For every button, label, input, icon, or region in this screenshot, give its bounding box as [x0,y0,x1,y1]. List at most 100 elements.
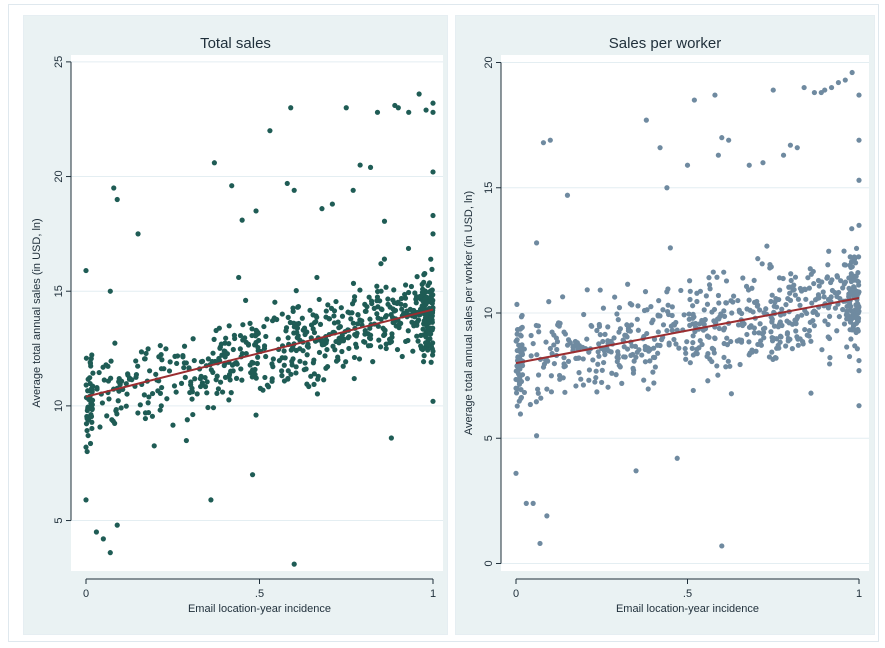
scatter-point [596,323,603,330]
scatter-points [513,69,862,549]
scatter-point [155,388,161,394]
scatter-point [381,256,388,262]
scatter-point [421,332,427,338]
scatter-point [684,162,691,168]
scatter-point [709,358,715,365]
scatter-point [270,356,276,362]
scatter-point [723,278,730,284]
scatter-point [655,350,661,356]
scatter-point [751,277,757,284]
scatter-point [806,328,813,334]
scatter-point [237,332,244,339]
scatter-point [548,373,554,379]
scatter-point [840,306,846,313]
scatter-point [106,396,112,402]
scatter-point [245,341,252,347]
scatter-point [114,522,120,528]
scatter-point [593,375,599,381]
scatter-point [780,275,786,282]
scatter-point [852,343,858,349]
scatter-point [285,335,291,341]
scatter-point [787,290,793,296]
scatter-point [814,312,821,318]
scatter-point [770,87,776,93]
scatter-point [806,285,812,291]
scatter-point [712,335,718,341]
scatter-point [707,286,713,292]
scatter-point [544,386,550,392]
scatter-point [208,497,214,503]
scatter-point [564,192,571,198]
scatter-point [85,376,91,382]
scatter-point [787,336,793,342]
scatter-point [314,314,320,320]
scatter-point [549,329,555,335]
scatter-point [410,348,416,354]
scatter-point [254,360,260,367]
scatter-point [631,358,637,364]
scatter-point [615,349,621,355]
scatter-point [243,351,249,357]
scatter-point [513,470,519,476]
scatter-point [567,339,573,346]
scatter-point [797,285,803,292]
scatter-point [89,425,95,432]
scatter-point [416,91,422,97]
scatter-point [551,342,557,348]
scatter-point [536,329,542,335]
scatter-point [335,357,341,363]
scatter-point [535,390,541,396]
scatter-point [323,365,329,371]
scatter-point [594,327,600,334]
scatter-point [856,282,862,288]
scatter-point [229,362,236,368]
scatter-point [758,338,764,344]
scatter-point [624,322,630,328]
scatter-point [630,365,636,371]
scatter-point [304,381,310,387]
scatter-point [716,300,722,306]
scatter-point [854,307,860,313]
scatter-point [430,231,436,237]
scatter-point [194,391,200,397]
scatter-point [642,359,648,365]
scatter-point [633,354,639,360]
scatter-point [97,424,103,430]
scatter-point [421,353,427,359]
chart-title: Total sales [200,35,271,52]
scatter-point [126,376,133,382]
x-axis-title: Email location-year incidence [616,603,759,615]
scatter-point [163,346,169,352]
scatter-point [788,271,794,277]
scatter-point [350,320,356,326]
scatter-point [681,312,687,318]
scatter-point [751,330,758,336]
scatter-point [396,322,402,328]
scatter-point [85,388,91,394]
scatter-point [199,382,205,388]
scatter-point [746,162,752,168]
scatter-point [205,404,211,411]
scatter-point [593,368,599,374]
scatter-point [351,354,358,361]
scatter-point [93,529,100,535]
scatter-point [517,411,524,417]
scatter-point [650,369,656,375]
scatter-point [217,379,224,385]
scatter-point [728,338,734,345]
scatter-point [586,367,593,373]
scatter-point [832,305,839,311]
scatter-point [288,371,294,377]
scatter-point [820,289,826,295]
scatter-point [821,294,827,300]
scatter-point [233,375,240,381]
scatter-point [297,346,303,352]
x-tick-label: 1 [430,588,436,600]
scatter-point [226,341,232,347]
scatter-point [856,254,862,260]
scatter-point [710,346,717,353]
scatter-point [125,371,131,377]
scatter-point [697,288,704,294]
scatter-point [825,262,831,268]
scatter-point [805,275,811,281]
